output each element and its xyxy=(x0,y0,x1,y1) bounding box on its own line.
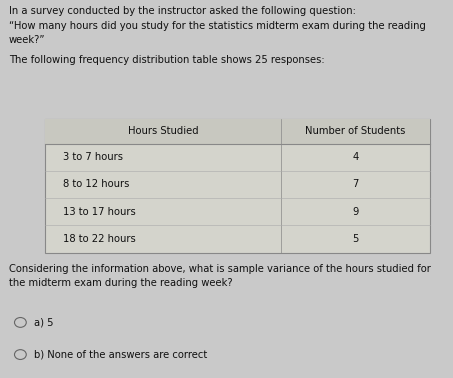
Text: Hours Studied: Hours Studied xyxy=(128,126,198,136)
Text: Number of Students: Number of Students xyxy=(305,126,406,136)
FancyBboxPatch shape xyxy=(45,119,430,144)
Text: b) None of the answers are correct: b) None of the answers are correct xyxy=(34,350,207,359)
Text: 7: 7 xyxy=(352,180,359,189)
Text: 5: 5 xyxy=(352,234,359,244)
FancyBboxPatch shape xyxy=(45,119,430,253)
Text: 18 to 22 hours: 18 to 22 hours xyxy=(63,234,136,244)
Text: 13 to 17 hours: 13 to 17 hours xyxy=(63,207,136,217)
Text: 9: 9 xyxy=(352,207,359,217)
Text: 4: 4 xyxy=(352,152,359,162)
Text: “How many hours did you study for the statistics midterm exam during the reading: “How many hours did you study for the st… xyxy=(9,21,426,45)
Text: a) 5: a) 5 xyxy=(34,318,53,327)
Text: In a survey conducted by the instructor asked the following question:: In a survey conducted by the instructor … xyxy=(9,6,356,15)
Text: 8 to 12 hours: 8 to 12 hours xyxy=(63,180,130,189)
Text: Considering the information above, what is sample variance of the hours studied : Considering the information above, what … xyxy=(9,264,431,288)
Text: 3 to 7 hours: 3 to 7 hours xyxy=(63,152,123,162)
Text: The following frequency distribution table shows 25 responses:: The following frequency distribution tab… xyxy=(9,55,325,65)
